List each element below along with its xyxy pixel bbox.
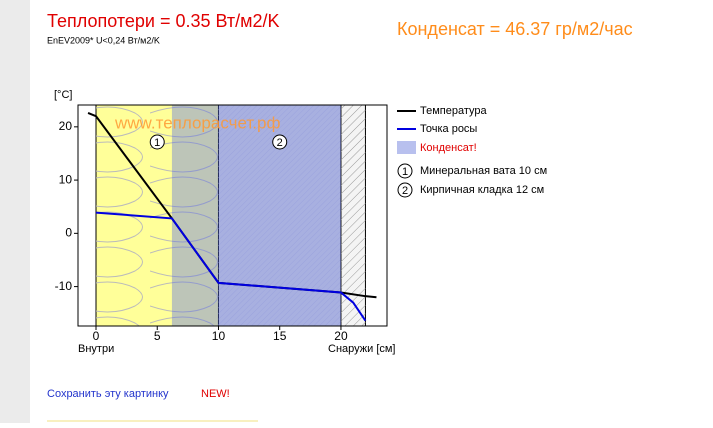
x-tick-label: 0 <box>93 329 100 343</box>
y-tick-label: 10 <box>59 172 73 186</box>
subtitle: EnEV2009* U<0,24 Вт/м2/K <box>47 35 160 45</box>
save-link[interactable]: Сохранить эту картинку <box>47 388 169 400</box>
y-tick-label: 0 <box>65 226 72 240</box>
layer-number: 2 <box>277 137 283 149</box>
legend-label: Минеральная вата 10 см <box>420 165 547 177</box>
layer-marker <box>149 134 165 150</box>
x-tick-label: 15 <box>273 329 287 343</box>
legend-number: 1 <box>402 166 408 178</box>
condensate-zone <box>171 105 341 326</box>
legend-label: Кирпичная кладка 12 см <box>420 184 544 196</box>
legend-label: Температура <box>420 105 488 117</box>
x-tick-label: 10 <box>212 329 226 343</box>
y-tick-label: 20 <box>59 119 73 133</box>
side-strip <box>0 0 30 423</box>
legend-marker <box>397 182 413 198</box>
condensate-rate: Конденсат = 46.37 гр/м2/час <box>397 19 633 39</box>
legend-label: Точка росы <box>420 123 477 135</box>
x-tick-label: 5 <box>154 329 161 343</box>
layer-pattern <box>340 105 366 326</box>
x-axis-label: Снаружи [см] <box>328 343 396 355</box>
y-axis-label: [°C] <box>54 89 72 101</box>
legend-number: 2 <box>402 185 408 197</box>
layer-number: 1 <box>154 137 160 149</box>
legend-marker <box>397 163 413 179</box>
legend-swatch <box>397 141 416 154</box>
plot-frame <box>77 104 388 327</box>
new-badge: NEW! <box>201 388 230 400</box>
series-line <box>95 211 367 322</box>
x-tick-label: 20 <box>334 329 348 343</box>
y-tick-label: -10 <box>55 279 73 293</box>
layer-marker <box>272 134 288 150</box>
title: Теплопотери = 0.35 Вт/м2/K <box>47 11 280 31</box>
plot: 1 2 www.теплорасчет.рф <box>87 105 377 326</box>
x-label-left: Внутри <box>78 343 114 355</box>
watermark: www.теплорасчет.рф <box>114 113 280 132</box>
legend-label: Конденсат! <box>420 142 477 154</box>
